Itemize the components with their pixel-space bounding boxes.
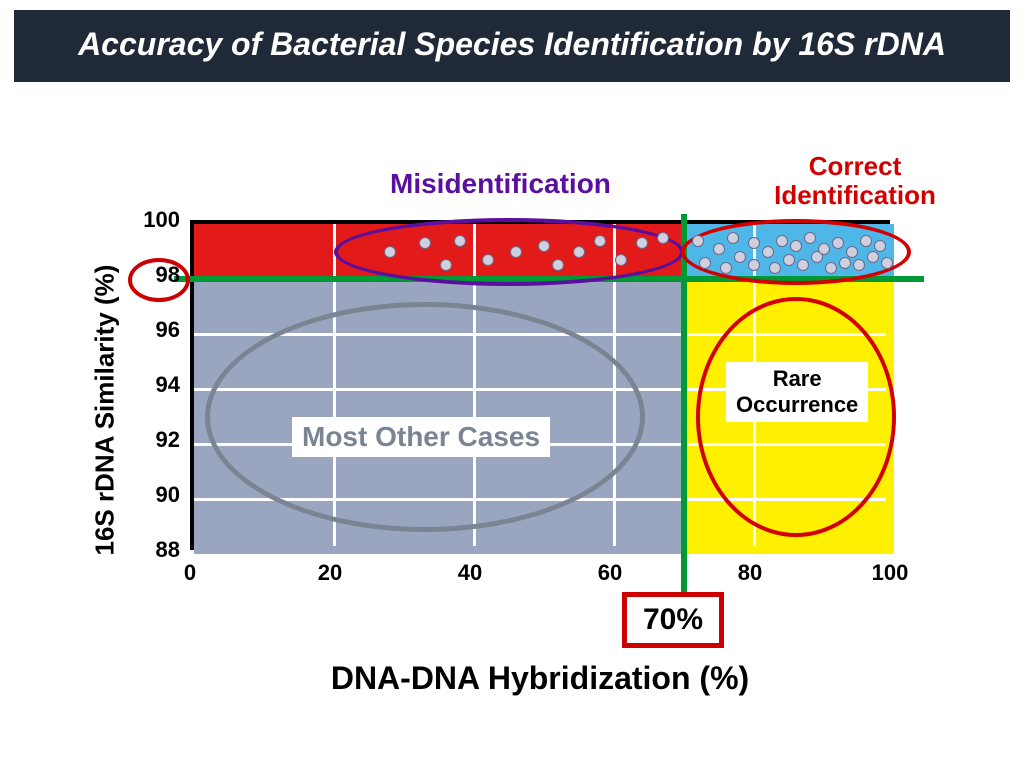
data-point [594, 235, 606, 247]
y-tick: 94 [130, 372, 180, 398]
x-tick: 0 [160, 560, 220, 586]
data-point [727, 232, 739, 244]
data-point [860, 235, 872, 247]
data-point [573, 246, 585, 258]
data-point [538, 240, 550, 252]
data-point [762, 246, 774, 258]
x-tick: 20 [300, 560, 360, 586]
data-point [699, 257, 711, 269]
y-tick: 92 [130, 427, 180, 453]
data-point [769, 262, 781, 274]
x-tick: 40 [440, 560, 500, 586]
data-point [713, 243, 725, 255]
data-point [846, 246, 858, 258]
data-point [818, 243, 830, 255]
data-point [384, 246, 396, 258]
data-point [776, 235, 788, 247]
data-point [825, 262, 837, 274]
data-point [783, 254, 795, 266]
y-axis-label: 16S rDNA Similarity (%) [90, 226, 121, 556]
y-tick: 98 [130, 262, 180, 288]
x-axis-label: DNA-DNA Hybridization (%) [240, 660, 840, 697]
x-tick: 100 [860, 560, 920, 586]
data-point [615, 254, 627, 266]
data-point [804, 232, 816, 244]
region-label-rare: RareOccurrence [726, 362, 868, 423]
region-label-most-other: Most Other Cases [292, 417, 550, 457]
data-point [657, 232, 669, 244]
annotation-misidentification: Misidentification [390, 168, 611, 200]
y-tick: 100 [130, 207, 180, 233]
data-point [867, 251, 879, 263]
threshold-x-box: 70% [622, 592, 724, 648]
data-point [874, 240, 886, 252]
data-point [790, 240, 802, 252]
annotation-correct-identification: Correct Identification [740, 152, 970, 209]
x-tick: 60 [580, 560, 640, 586]
data-point [692, 235, 704, 247]
x-tick: 80 [720, 560, 780, 586]
plot-area: Most Other Cases RareOccurrence [190, 220, 890, 550]
data-point [510, 246, 522, 258]
chart-container: Most Other Cases RareOccurrence Misidenti… [60, 150, 980, 750]
y-tick: 90 [130, 482, 180, 508]
threshold-vertical [681, 214, 687, 594]
y-tick: 96 [130, 317, 180, 343]
data-point [734, 251, 746, 263]
data-point [482, 254, 494, 266]
chart-title: Accuracy of Bacterial Species Identifica… [14, 10, 1010, 82]
data-point [881, 257, 893, 269]
data-point [839, 257, 851, 269]
data-point [454, 235, 466, 247]
data-point [720, 262, 732, 274]
